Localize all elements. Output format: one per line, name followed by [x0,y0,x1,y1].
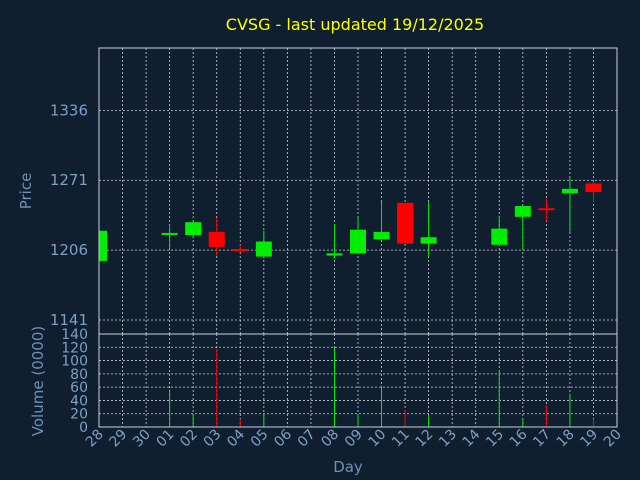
volume-tick-label: 120 [61,340,88,356]
candle-body [208,231,225,247]
candle-body [232,249,249,252]
day-axis-label: Day [333,458,363,476]
x-tick-label: 17 [530,427,554,451]
volume-frame [98,333,618,428]
price-tick-label: 1141 [50,311,88,329]
candle-body [373,231,390,240]
x-tick-label: 30 [130,427,154,451]
x-tick-label: 07 [295,427,319,451]
candle-body [538,208,555,211]
x-tick-label: 03 [201,427,225,451]
x-tick-label: 12 [413,427,437,451]
x-tick-label: 09 [342,427,366,451]
x-tick-label: 11 [389,427,413,451]
x-tick-label: 08 [318,427,342,451]
x-tick-label: 20 [601,427,625,451]
candle-body [161,232,178,235]
volume-tick-label: 20 [70,407,88,423]
candle-body [491,228,508,245]
x-tick-label: 18 [554,427,578,451]
candle-body [255,241,272,257]
x-tick-label: 19 [577,427,601,451]
price-grid [99,48,617,334]
candle-body [397,202,414,244]
candle-body [185,222,202,236]
candle-body [326,253,343,256]
candle-body [350,229,366,254]
x-tick-label: 16 [507,426,531,450]
x-tick-label: 14 [460,426,484,450]
volume-axis-label: Volume (0000) [29,326,47,436]
candle-body [514,206,531,217]
volume-tick-label: 80 [70,367,88,383]
price-frame [98,47,618,335]
price-tick-label: 1336 [50,101,88,119]
price-axis-label: Price [17,173,35,210]
x-tick-label: 06 [271,426,295,450]
price-tick-label: 1206 [50,241,88,259]
price-tick-label: 1271 [50,171,88,189]
price-panel: 1141 1206 1271 1336 Price [17,47,618,335]
x-tick-label: 01 [154,427,178,451]
candle-body [420,237,437,244]
x-tick-label: 05 [248,427,272,451]
x-tick-label: 15 [483,427,507,451]
candles [98,178,602,261]
x-tick-label: 02 [177,427,201,451]
volume-tick-label: 40 [70,393,88,409]
volume-tick-label: 60 [70,380,88,396]
volume-tick-label: 0 [79,420,88,436]
x-tick-label: 10 [365,427,389,451]
candle-body [99,230,107,261]
day-x-ticks: 28 29 30 01 02 03 04 05 06 07 08 09 10 11 12 13 14 15 16 17… [83,426,625,450]
volume-bars [169,347,594,427]
candle-body [585,183,602,193]
candle-body [561,188,578,194]
volume-grid [99,334,617,427]
x-tick-label: 04 [224,426,248,450]
chart-title: CVSG - last updated 19/12/2025 [226,15,484,34]
x-tick-label: 13 [436,427,460,451]
volume-tick-label: 100 [61,354,88,370]
volume-tick-label: 140 [61,327,88,343]
price-y-ticks: 1141 1206 1271 1336 [50,101,88,329]
x-tick-label: 29 [106,427,130,451]
